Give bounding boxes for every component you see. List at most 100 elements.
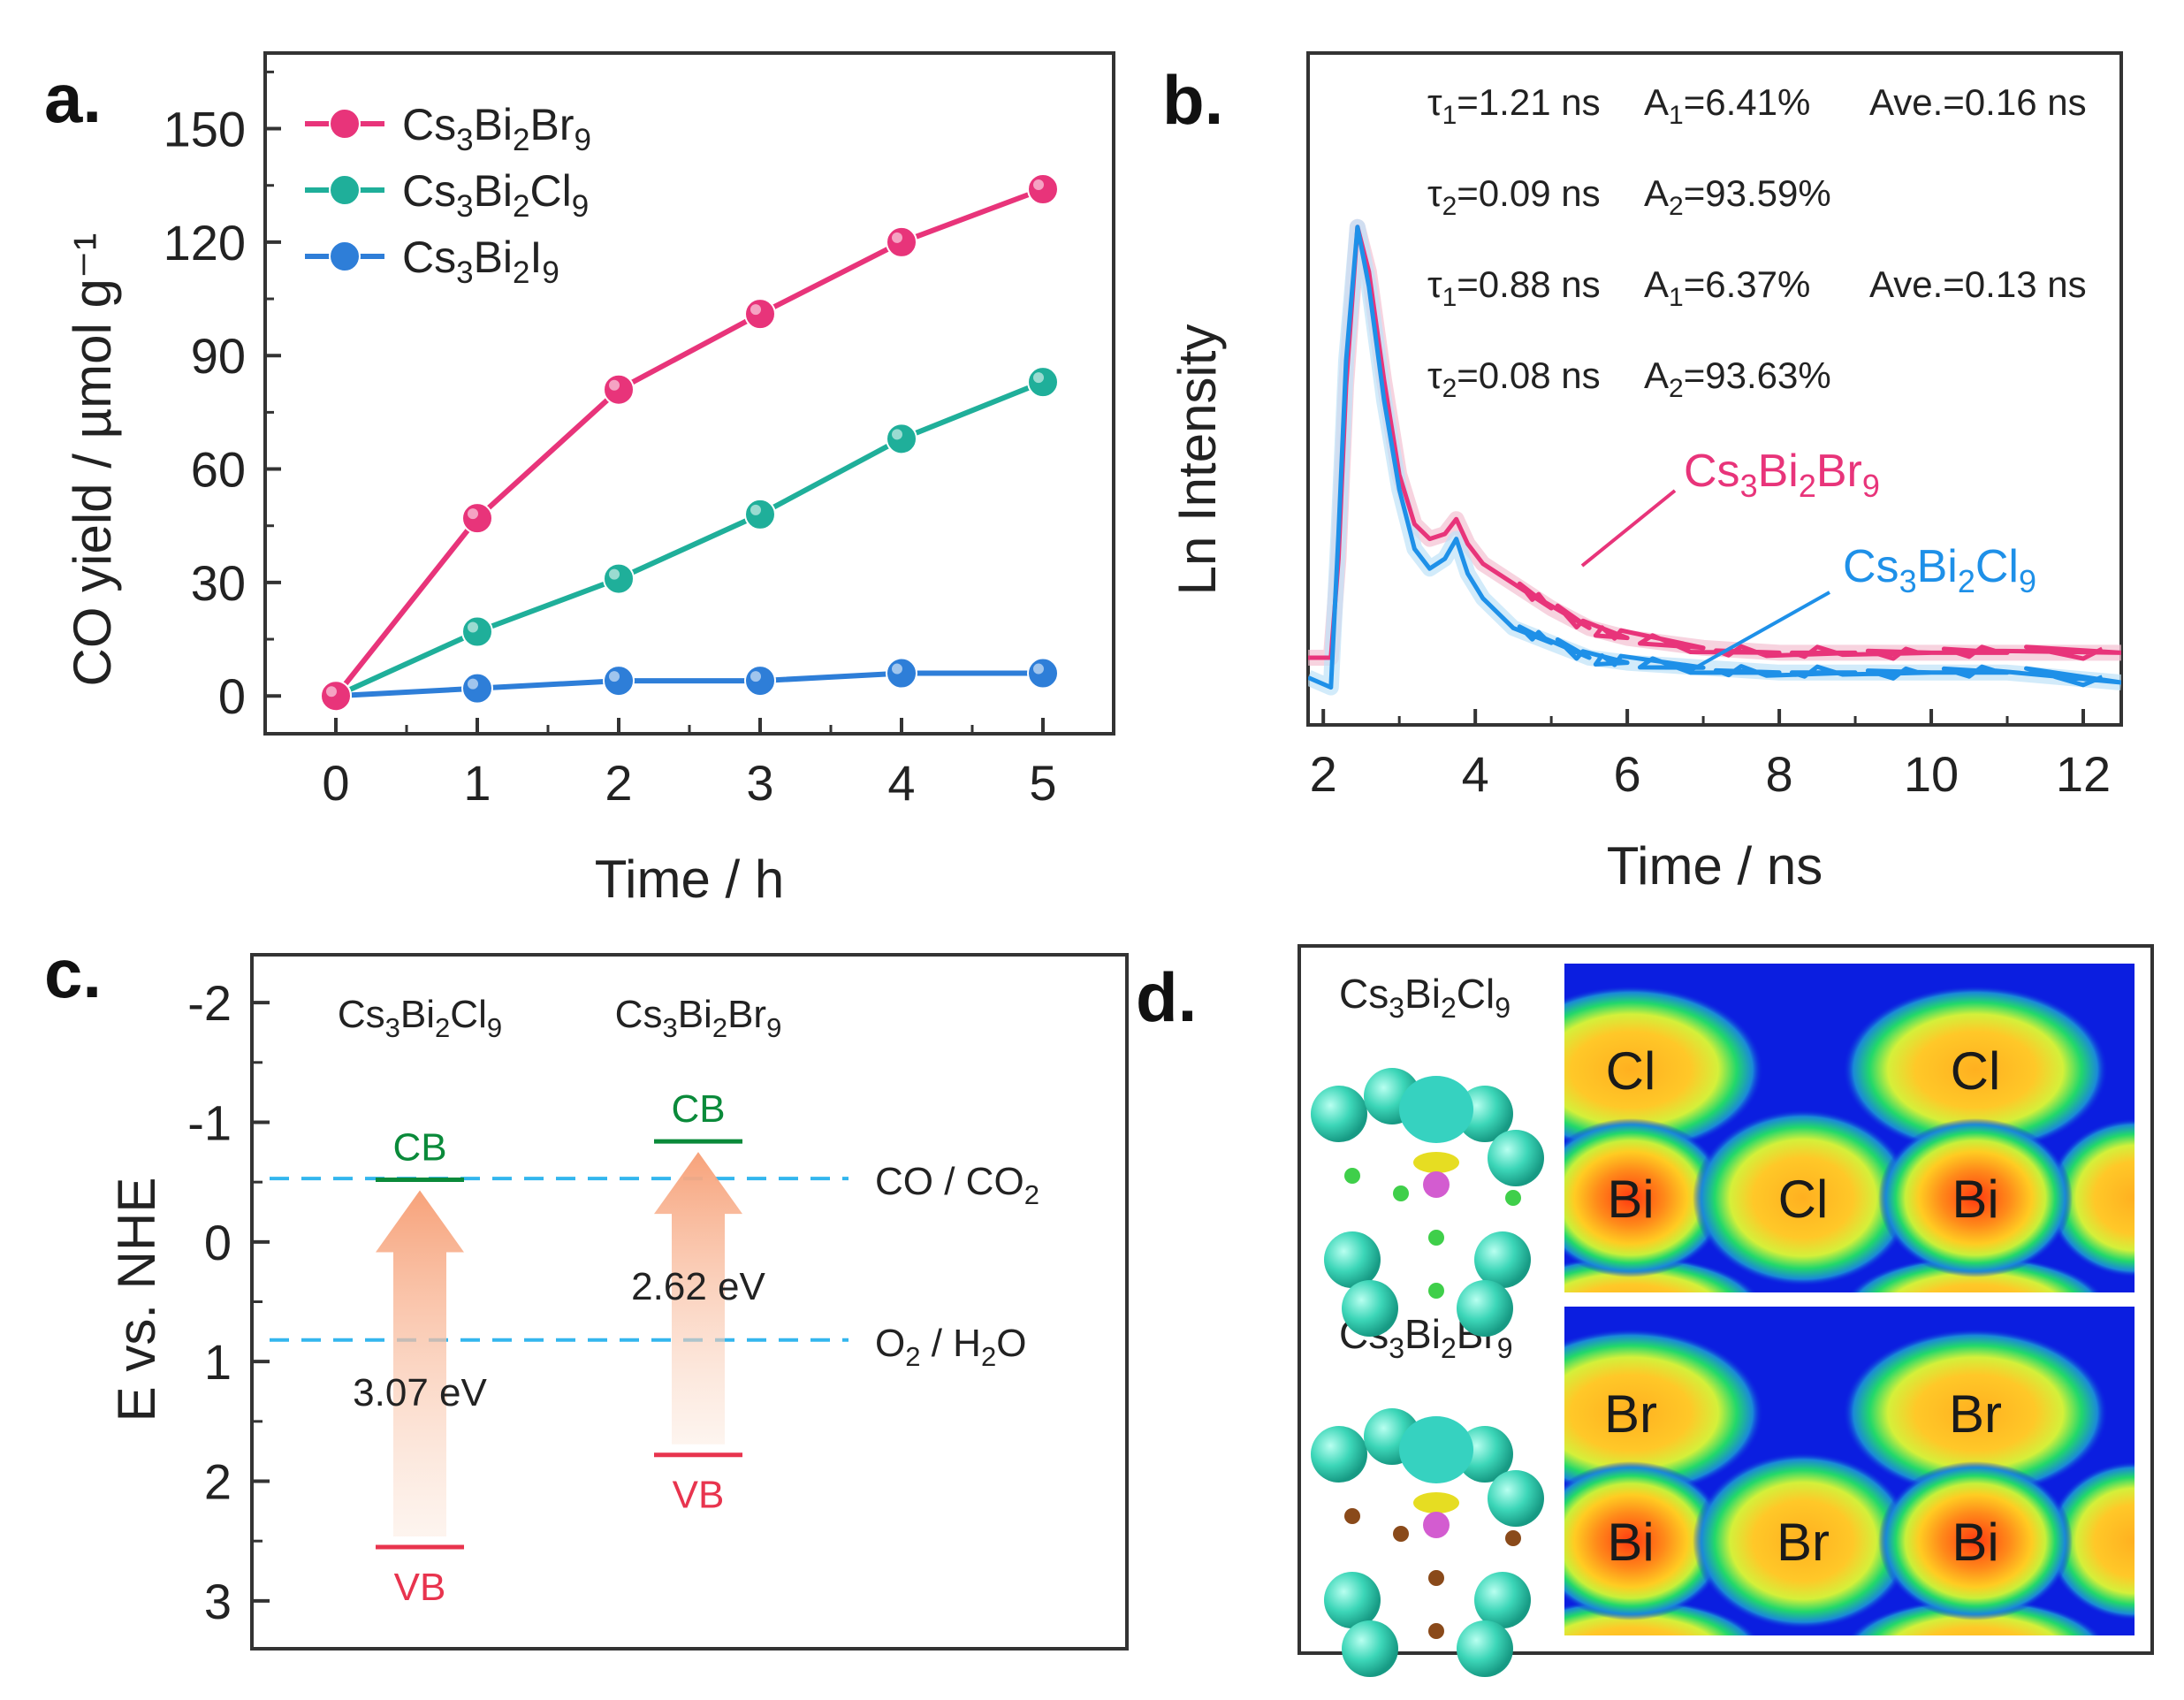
structure-bi-atom — [1423, 1512, 1450, 1538]
panel-b-amplitude-annotation: A1=6.37% — [1644, 263, 1810, 312]
structure-halide-atom — [1393, 1526, 1409, 1542]
panel-a-point-highlight — [892, 663, 902, 675]
panel-a-data-point — [603, 562, 635, 595]
structure-halide-atom — [1344, 1508, 1360, 1524]
panel-a-ytick-label: 90 — [191, 328, 246, 384]
panel-a-point-highlight — [1033, 663, 1044, 675]
panel-a-point-highlight — [468, 678, 478, 690]
heatmap-density-blob — [1843, 986, 2108, 1154]
structure-orbital-lobe — [1399, 1416, 1473, 1483]
panel-c-material-label: Cs3Bi2Cl9 — [338, 993, 502, 1043]
heatmap-atom-label: Cl — [1778, 1170, 1829, 1229]
heatmap-atom-label: Br — [1949, 1384, 2002, 1444]
panel-a-point-highlight — [468, 508, 478, 520]
panel-b-cl-pointer — [1687, 591, 1830, 674]
panel-a-data-point — [1027, 366, 1059, 399]
heatmap-atom-label: Cl — [1606, 1041, 1656, 1101]
heatmap-density-blob — [1878, 1118, 2073, 1277]
panel-a-point-highlight — [609, 568, 620, 580]
structure-atom-sphere — [1311, 1426, 1367, 1483]
structure-atom-sphere — [1474, 1572, 1531, 1628]
panel-b-ylabel: Ln Intensity — [1168, 324, 1227, 596]
structure-halide-atom — [1428, 1230, 1444, 1246]
panel-d-top-label: Cs3Bi2Cl9 — [1339, 971, 1511, 1024]
panel-c-excitation-arrow — [376, 1190, 464, 1536]
panel-a-data-point — [461, 502, 493, 535]
panel-c-ylabel: E vs. NHE — [107, 1178, 166, 1422]
panel-b-tau-annotation: τ1=0.88 ns — [1427, 263, 1601, 312]
panel-a-point-highlight — [609, 379, 620, 391]
panel-a-legend-marker — [329, 108, 361, 140]
panel-b-tau-annotation: τ2=0.08 ns — [1427, 354, 1601, 403]
heatmap-atom-label: Bi — [1952, 1513, 1998, 1572]
panel-c-ytick-label: 1 — [204, 1334, 232, 1390]
panel-c-cb-label: CB — [671, 1087, 725, 1131]
structure-atom-sphere — [1457, 1620, 1513, 1677]
heatmap-atom-label: Bi — [1607, 1170, 1654, 1229]
heatmap-atom-label: Bi — [1607, 1513, 1654, 1572]
structure-atom-sphere — [1342, 1620, 1398, 1677]
panel-b-chart: 2 4 6 8 10 12 Time / ns Ln Intensity τ1=1.21 … — [1168, 51, 2123, 896]
heatmap-density-blob — [1564, 1329, 1763, 1497]
structure-halide-atom — [1393, 1185, 1409, 1201]
panel-a-data-point — [461, 672, 493, 705]
panel-c-gap-label: 2.62 eV — [631, 1265, 765, 1308]
panel-a-data-point — [744, 498, 776, 530]
panel-a-frame — [263, 51, 1115, 736]
panel-c-excitation-arrow — [654, 1152, 742, 1445]
panel-b-xtick-label: 10 — [1904, 746, 1959, 802]
panel-a-xlabel: Time / h — [595, 850, 784, 909]
panel-a-data-point — [744, 298, 776, 331]
structure-halide-atom — [1428, 1283, 1444, 1299]
panel-a-data-point — [603, 373, 635, 406]
structure-atom-sphere — [1457, 1280, 1513, 1337]
panel-a-legend-label: Cs3Bi2I9 — [402, 233, 559, 290]
panel-a-xtick-label: 4 — [887, 755, 915, 811]
panel-b-xtick-label: 2 — [1310, 746, 1337, 802]
heatmap-density-blob — [1878, 1461, 2073, 1620]
panel-c-ytick-label: -1 — [187, 1094, 232, 1150]
panel-a-xtick-label: 1 — [463, 755, 491, 811]
panel-a-data-point — [1027, 657, 1059, 690]
panel-c-gap-label: 3.07 eV — [353, 1371, 487, 1414]
panel-a-xtick-label: 5 — [1029, 755, 1056, 811]
structure-orbital-lobe — [1413, 1492, 1459, 1513]
panel-a-ytick-label: 30 — [191, 555, 246, 611]
structure-halide-atom — [1344, 1168, 1360, 1184]
panel-b-tau-annotation: τ2=0.09 ns — [1427, 172, 1601, 221]
panel-a-legend-marker — [329, 174, 361, 206]
panel-b-xtick-label: 8 — [1766, 746, 1793, 802]
panel-b-amplitude-annotation: A2=93.59% — [1644, 172, 1831, 221]
panel-b-amplitude-annotation: A2=93.63% — [1644, 354, 1831, 403]
structure-halide-atom — [1505, 1530, 1521, 1546]
panel-b-series-line — [1308, 225, 2121, 690]
panel-a-ytick-label: 0 — [218, 668, 246, 724]
panel-b-br-pointer — [1580, 489, 1677, 568]
panel-a-ytick-label: 150 — [164, 102, 246, 157]
panel-a-ytick-label: 60 — [191, 442, 246, 498]
structure-halide-atom — [1428, 1623, 1444, 1639]
structure-atom-sphere — [1474, 1231, 1531, 1288]
heatmap-atom-label: Cl — [1951, 1041, 2001, 1101]
panel-a-data-point — [744, 665, 776, 698]
panel-a-series-line — [334, 379, 1045, 698]
panel-c-ytick-label: 3 — [204, 1574, 232, 1629]
panel-a-xtick-label: 2 — [605, 755, 632, 811]
panel-a-chart: 0 1 2 3 4 5 0 30 60 90 120 150 Time / h CO yield / … — [63, 51, 1115, 909]
panel-label-a: a. — [44, 59, 102, 137]
panel-a-xtick-label: 0 — [322, 755, 349, 811]
panel-a-point-highlight — [468, 621, 478, 633]
panel-c-vb-label: VB — [394, 1566, 446, 1609]
panel-c-material-label: Cs3Bi2Br9 — [615, 993, 782, 1043]
panel-a-ylabel: CO yield / µmol g⁻¹ — [63, 233, 122, 686]
heatmap-atom-label: Br — [1604, 1384, 1657, 1444]
panel-c-diagram: -2 -1 0 1 2 3 E vs. NHE CO / CO2 O2 / H2O CB VB C… — [107, 953, 1129, 1650]
heatmap-density-blob — [1693, 1109, 1914, 1286]
structure-atom-sphere — [1311, 1086, 1367, 1142]
panel-a-point-highlight — [750, 304, 761, 316]
panel-b-xlabel: Time / ns — [1607, 836, 1823, 896]
structure-halide-atom — [1428, 1570, 1444, 1586]
panel-c-reference-label: O2 / H2O — [875, 1322, 1026, 1372]
panel-label-d: d. — [1136, 958, 1197, 1036]
panel-a-xtick-label: 3 — [746, 755, 773, 811]
